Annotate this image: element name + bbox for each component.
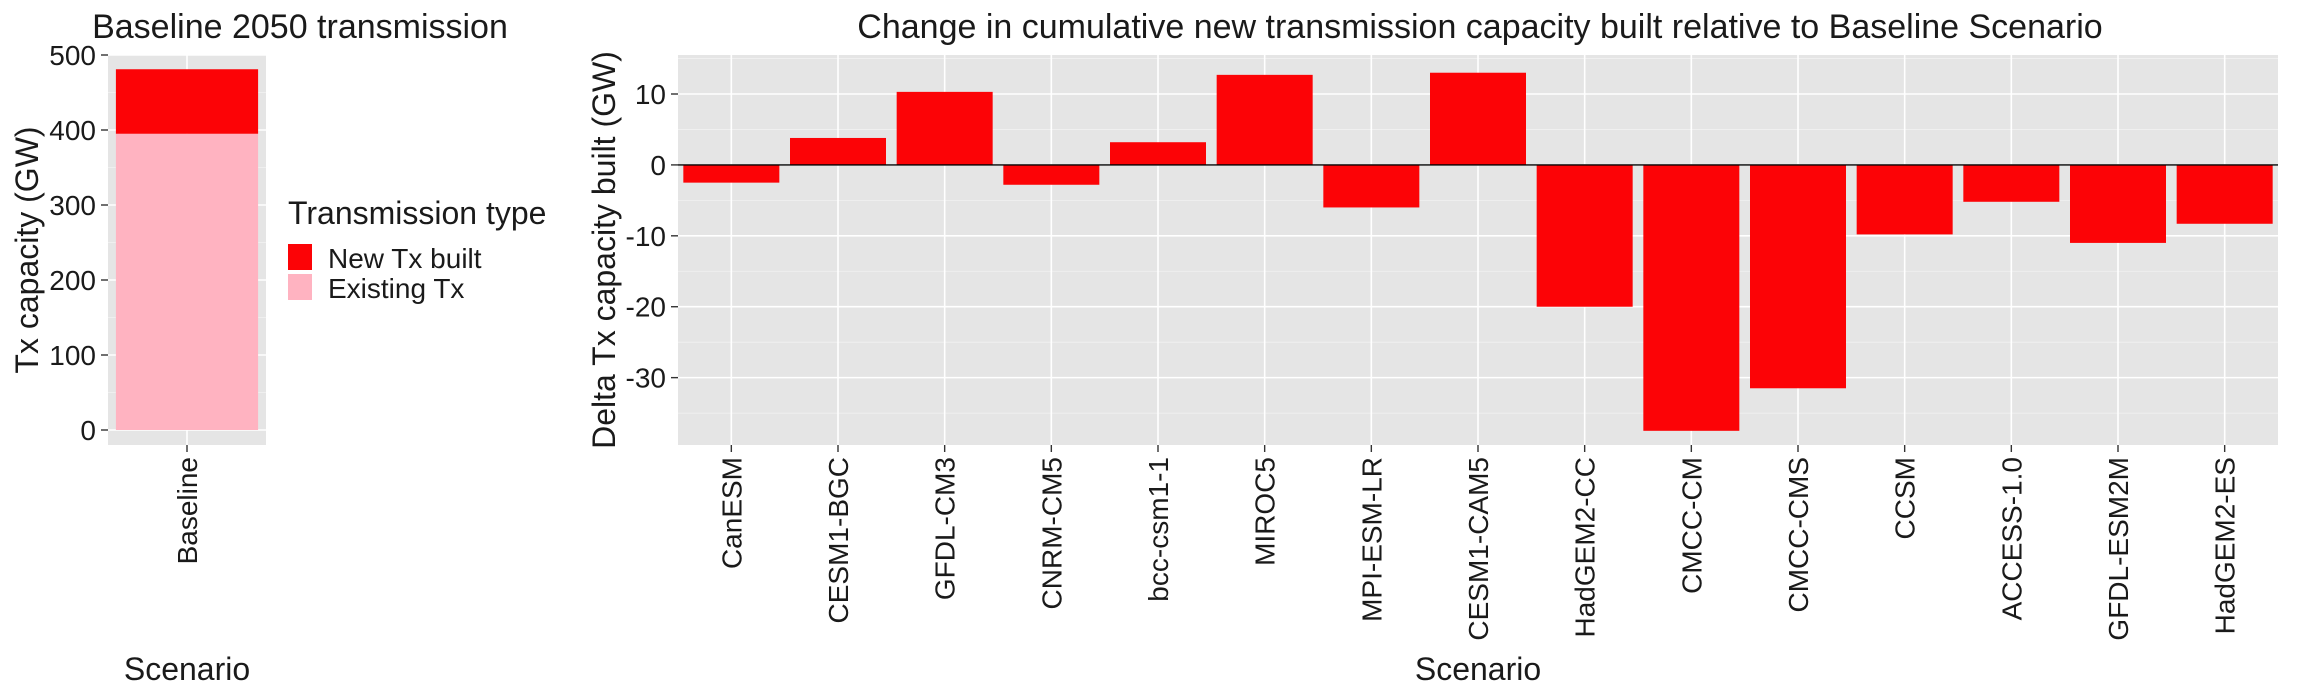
x-tick-label: MIROC5 (1250, 457, 1281, 566)
bar-access-1.0 (1963, 164, 2060, 202)
bar-cesm1-cam5 (1430, 72, 1526, 165)
x-tick-label: HadGEM2-CC (1570, 457, 1601, 637)
x-tick-label: Baseline (172, 457, 203, 564)
x-tick-label: GFDL-CM3 (930, 457, 961, 600)
bar-hadgem2-cc (1536, 164, 1633, 307)
delta-chart-title: Change in cumulative new transmission ca… (857, 8, 2102, 46)
y-tick-label: 10 (635, 79, 666, 110)
x-tick-label: CMCC-CM (1676, 457, 1707, 594)
bar-new-tx-built (115, 69, 259, 134)
legend-title: Transmission type (288, 195, 546, 231)
x-tick-label: CESM1-BGC (823, 457, 854, 623)
bar-gfdl-esm2m (2070, 164, 2166, 243)
x-tick-label: CCSM (1890, 457, 1921, 539)
delta-y-axis: -30 -20 -10 0 10 (626, 79, 678, 394)
bar-miroc5 (1216, 74, 1313, 165)
y-tick-label: 300 (49, 190, 96, 221)
y-tick-label: 400 (49, 115, 96, 146)
y-tick-label: 0 (650, 150, 666, 181)
bar-bcc-csm1-1 (1110, 142, 1206, 165)
bar-cmcc-cms (1750, 164, 1846, 389)
delta-bars (683, 72, 2273, 431)
x-tick-label: CESM1-CAM5 (1463, 457, 1494, 641)
x-tick-label: bcc-csm1-1 (1143, 457, 1174, 602)
y-tick-label: 0 (80, 415, 96, 446)
bar-cnrm-cm5 (1003, 164, 1100, 185)
y-tick-label: -10 (626, 221, 666, 252)
bar-canesm (683, 164, 780, 183)
delta-y-axis-title: Delta Tx capacity built (GW) (586, 51, 622, 449)
x-tick-label: GFDL-ESM2M (2103, 457, 2134, 641)
baseline-bars (115, 69, 259, 430)
x-tick-label: CNRM-CM5 (1036, 457, 1067, 609)
delta-x-axis-title: Scenario (1415, 651, 1541, 687)
legend-label-existing-tx: Existing Tx (328, 273, 464, 304)
legend: Transmission type New Tx built Existing … (288, 195, 546, 304)
y-tick-label: 500 (49, 40, 96, 71)
bar-existing-tx (115, 133, 259, 430)
y-tick-label: 100 (49, 340, 96, 371)
bar-ccsm (1856, 164, 1953, 235)
x-tick-label: ACCESS-1.0 (1996, 457, 2027, 620)
baseline-x-axis-title: Scenario (124, 651, 250, 687)
x-tick-label: CMCC-CMS (1783, 457, 1814, 613)
bar-cesm1-bgc (790, 137, 886, 165)
baseline-y-axis: 0 100 200 300 400 500 (49, 40, 108, 446)
bar-hadgem2-es (2176, 164, 2273, 224)
x-tick-label: MPI-ESM-LR (1356, 457, 1387, 622)
baseline-x-axis: Baseline (172, 445, 203, 564)
bar-gfdl-cm3 (896, 91, 993, 165)
bar-mpi-esm-lr (1323, 164, 1420, 208)
baseline-y-axis-title: Tx capacity (GW) (9, 126, 45, 373)
legend-swatch-new-tx (288, 244, 312, 270)
baseline-chart: Baseline 2050 transmission 0 100 200 300 400… (9, 8, 508, 687)
x-tick-label: CanESM (716, 457, 747, 569)
x-tick-label: HadGEM2-ES (2210, 457, 2241, 634)
legend-swatch-existing-tx (288, 274, 312, 300)
y-tick-label: -30 (626, 363, 666, 394)
delta-chart: Change in cumulative new transmission ca… (586, 8, 2278, 687)
y-tick-label: -20 (626, 292, 666, 323)
bar-cmcc-cm (1643, 164, 1740, 431)
delta-x-axis: CanESM CESM1-BGC GFDL-CM3 CNRM-CM5 bcc-csm1-… (716, 445, 2241, 641)
legend-label-new-tx: New Tx built (328, 243, 482, 274)
baseline-chart-title: Baseline 2050 transmission (92, 8, 508, 46)
y-tick-label: 200 (49, 265, 96, 296)
